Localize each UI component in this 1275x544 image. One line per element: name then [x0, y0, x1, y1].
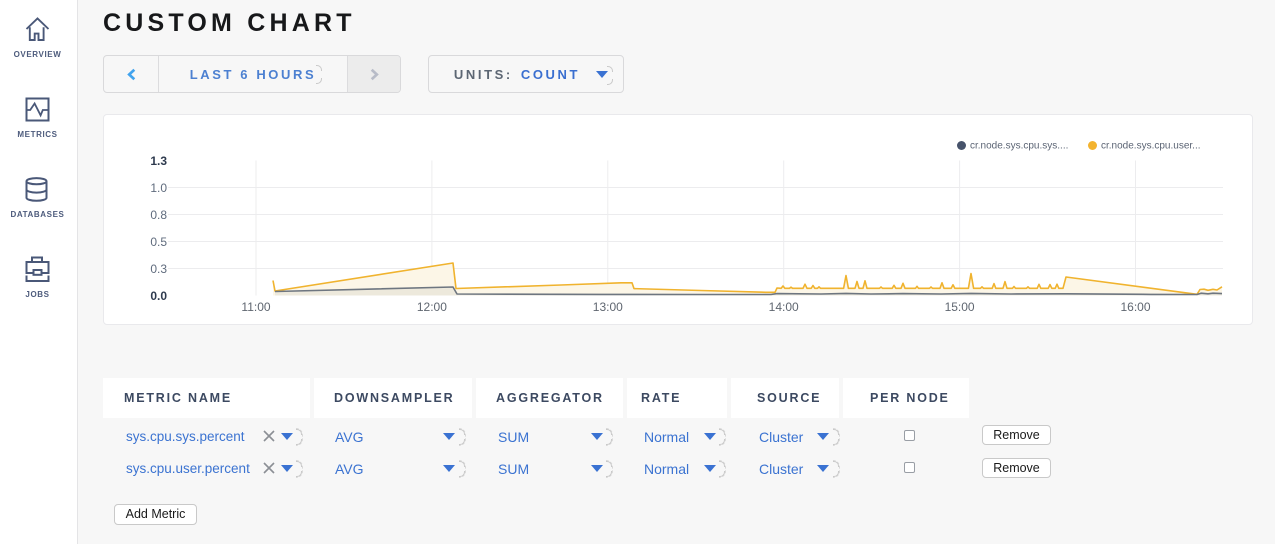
svg-text:14:00: 14:00 — [769, 300, 799, 314]
svg-text:cr.node.sys.cpu.sys....: cr.node.sys.cpu.sys.... — [970, 141, 1068, 152]
svg-text:11:00: 11:00 — [241, 300, 270, 314]
svg-text:1.3: 1.3 — [150, 154, 167, 168]
svg-text:16:00: 16:00 — [1120, 300, 1150, 314]
svg-text:0.3: 0.3 — [150, 262, 167, 276]
svg-text:13:00: 13:00 — [593, 300, 623, 314]
svg-text:0.0: 0.0 — [150, 289, 167, 303]
svg-text:15:00: 15:00 — [945, 300, 975, 314]
svg-text:12:00: 12:00 — [417, 300, 447, 314]
svg-text:0.5: 0.5 — [150, 235, 167, 249]
svg-text:cr.node.sys.cpu.user...: cr.node.sys.cpu.user... — [1101, 141, 1201, 152]
svg-text:1.0: 1.0 — [150, 181, 167, 195]
svg-text:0.8: 0.8 — [150, 208, 167, 222]
